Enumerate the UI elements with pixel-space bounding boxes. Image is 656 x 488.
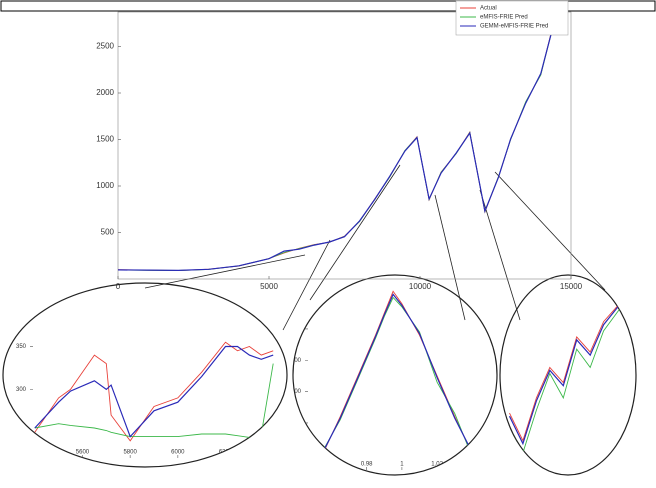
x-tick-label: 0 xyxy=(116,282,121,291)
x-tick-label: 0.96 xyxy=(326,462,338,468)
axes: 0.96 0.98 1 1.02 1.0410001100120013001400150… xyxy=(288,290,479,470)
connectors xyxy=(144,164,606,331)
axes xyxy=(508,290,631,454)
series-line xyxy=(117,14,557,271)
series-line xyxy=(322,293,473,454)
x-tick-label: 1.04 xyxy=(467,462,479,468)
y-tick-label: 400 xyxy=(16,301,27,307)
chart-1: 5400 5600 5800 6000 6200 6400 250 300 350 400 xyxy=(16,301,281,458)
series-line xyxy=(322,296,473,458)
series-line xyxy=(117,13,557,272)
series-line xyxy=(509,290,631,442)
chart-3 xyxy=(508,290,631,454)
y-tick-label: 1400 xyxy=(288,326,302,332)
y-tick-label: 1000 xyxy=(96,181,114,190)
series-line xyxy=(509,293,631,454)
y-tick-label: 250 xyxy=(16,430,27,436)
x-tick-label: 5800 xyxy=(123,450,137,456)
x-tick-label: 6000 xyxy=(171,450,185,456)
x-tick-label: 1 xyxy=(400,462,404,468)
legend-box xyxy=(455,0,569,36)
x-tick-label: 10000 xyxy=(409,282,432,291)
y-tick-label: 500 xyxy=(101,228,115,237)
y-tick-label: 300 xyxy=(16,387,27,393)
top-border xyxy=(0,0,656,12)
x-tick-label: 6200 xyxy=(219,450,233,456)
x-tick-label: 5600 xyxy=(76,450,90,456)
x-tick-label: 1.02 xyxy=(431,462,443,468)
x-tick-label: 0.98 xyxy=(361,462,373,468)
y-tick-label: 350 xyxy=(16,344,27,350)
series-line xyxy=(117,15,557,272)
y-tick-label: 1200 xyxy=(288,389,302,395)
y-tick-label: 1000 xyxy=(288,452,302,458)
series-line xyxy=(34,345,274,438)
x-tick-label: 5000 xyxy=(260,282,278,291)
y-tick-label: 1100 xyxy=(288,421,302,427)
legend-label: eMFIS-FRIE Pred xyxy=(480,15,528,21)
plot-area xyxy=(117,11,572,280)
legend-label: Actual xyxy=(480,6,497,12)
axes: 0 5000 10000 15000 500 1000 1500 2000 2500 xyxy=(96,11,583,291)
inset-ellipses xyxy=(2,274,637,476)
y-tick-label: 2000 xyxy=(96,88,114,97)
x-tick-label: 6400 xyxy=(267,450,281,456)
y-tick-label: 1300 xyxy=(288,358,302,364)
legend: Actual eMFIS-FRIE Pred GEMM-eMFIS-FRIE Pre… xyxy=(455,0,569,36)
legend-label: GEMM-eMFIS-FRIE Pred xyxy=(480,24,548,30)
y-tick-label: 2500 xyxy=(96,42,114,51)
y-tick-label: 1500 xyxy=(96,135,114,144)
x-tick-label: 5400 xyxy=(28,450,42,456)
series-line xyxy=(322,290,473,455)
series-line xyxy=(34,341,274,442)
series-line xyxy=(34,363,274,438)
x-tick-label: 15000 xyxy=(560,282,583,291)
chart-2: 0.96 0.98 1 1.02 1.0410001100120013001400150… xyxy=(288,290,479,470)
chart-0: 0 5000 10000 15000 500 1000 1500 2000 2500 Actual… xyxy=(96,0,583,291)
axes: 5400 5600 5800 6000 6200 6400 250 300 350 400 xyxy=(16,301,281,458)
series-line xyxy=(508,292,631,446)
